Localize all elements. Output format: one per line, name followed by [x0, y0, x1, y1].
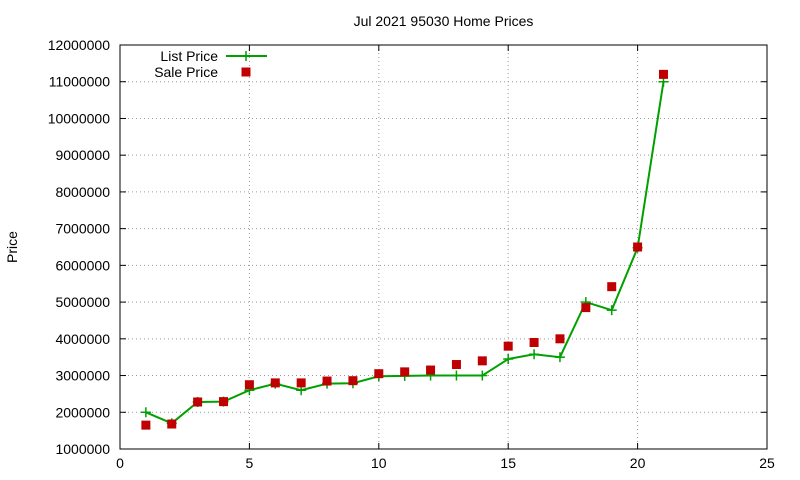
sale-price-point	[581, 303, 591, 313]
x-tick-label: 5	[246, 455, 254, 471]
legend-plus-marker	[241, 51, 251, 61]
list-price-point	[529, 349, 540, 360]
list-price-point	[554, 352, 565, 363]
sale-price-point	[348, 376, 358, 386]
x-tick-label: 25	[759, 455, 775, 471]
y-tick-label: 9000000	[55, 147, 110, 163]
sale-price-point	[193, 397, 203, 407]
sale-price-point	[607, 282, 617, 292]
y-tick-label: 4000000	[55, 331, 110, 347]
x-tick-label: 10	[371, 455, 387, 471]
sale-price-point	[270, 378, 280, 388]
sale-price-point	[322, 376, 332, 386]
sale-price-point	[658, 69, 668, 79]
sale-price-point	[529, 337, 539, 347]
sale-price-point	[374, 369, 384, 379]
sale-price-point	[400, 367, 410, 377]
y-tick-label: 12000000	[48, 37, 111, 53]
x-tick-label: 0	[116, 455, 124, 471]
y-tick-label: 6000000	[55, 257, 110, 273]
sale-price-point	[555, 334, 565, 344]
list-price-point	[503, 354, 514, 365]
legend-square-marker	[241, 67, 251, 77]
y-tick-label: 3000000	[55, 368, 110, 384]
sale-price-point	[296, 378, 306, 388]
list-price-point	[140, 407, 151, 418]
y-tick-label: 8000000	[55, 184, 110, 200]
y-tick-label: 2000000	[55, 404, 110, 420]
sale-price-point	[426, 365, 436, 375]
plot-border	[119, 44, 768, 450]
sale-price-point	[633, 242, 643, 252]
list-price-point	[606, 305, 617, 316]
series-sale-price	[141, 69, 668, 430]
sale-price-point	[141, 420, 151, 430]
y-tick-label: 10000000	[48, 110, 111, 126]
sale-price-point	[219, 397, 229, 407]
sale-price-point	[167, 419, 177, 429]
y-tick-label: 5000000	[55, 294, 110, 310]
sale-price-point	[244, 380, 254, 390]
chart-title: Jul 2021 95030 Home Prices	[354, 13, 534, 29]
sale-price-point	[451, 360, 461, 370]
legend-label: Sale Price	[154, 64, 218, 80]
y-tick-label: 11000000	[49, 74, 110, 90]
list-price-point	[477, 370, 488, 381]
sale-price-point	[503, 341, 513, 351]
series-layer	[140, 69, 669, 430]
list-price-point	[451, 370, 462, 381]
y-tick-label: 1000000	[55, 441, 110, 457]
x-tick-label: 15	[500, 455, 516, 471]
y-axis-label: Price	[4, 231, 20, 263]
x-tick-label: 20	[630, 455, 646, 471]
y-tick-label: 7000000	[55, 221, 110, 237]
sale-price-point	[477, 356, 487, 366]
ticks-layer: 0 5 10 15 20 25 1000000 2000000 3000000 4000000 50…	[48, 37, 775, 471]
legend-label: List Price	[160, 48, 218, 64]
